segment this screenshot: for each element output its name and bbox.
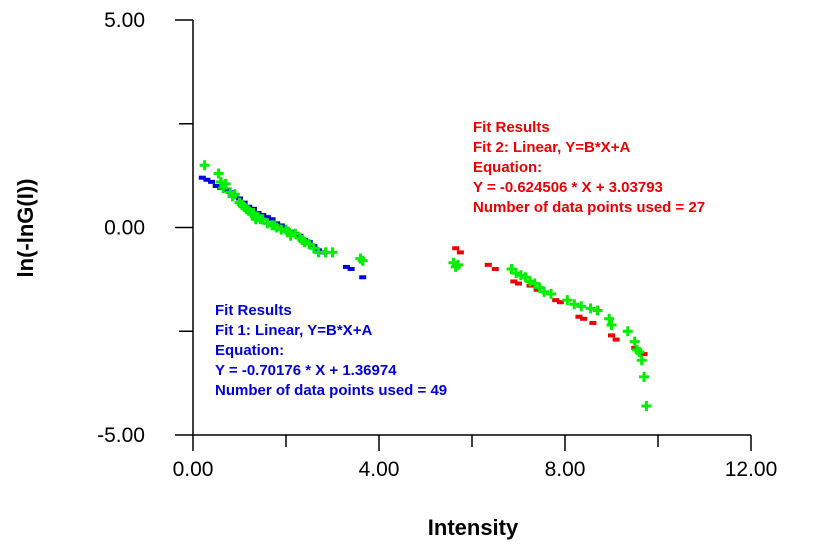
- data-point-fit1: [347, 267, 355, 271]
- fit1-line: Fit 1: Linear, Y=B*X+A: [215, 322, 372, 339]
- x-axis-title: Intensity: [428, 515, 519, 540]
- data-point-fit2: [510, 279, 518, 284]
- data-point-measured: [636, 355, 647, 366]
- data-point-measured: [592, 305, 603, 316]
- data-point-fit1: [198, 175, 206, 180]
- data-point-measured: [629, 336, 640, 347]
- data-point-fit1: [359, 275, 367, 280]
- data-point-fit2: [452, 246, 460, 251]
- data-point-fit2: [491, 267, 499, 271]
- fit1-line: Y = -0.70176 * X + 1.36974: [215, 362, 397, 379]
- data-point-measured: [576, 301, 587, 312]
- y-tick-label: 0.00: [104, 217, 145, 240]
- data-point-fit2: [589, 320, 597, 325]
- data-point-fit2: [556, 300, 564, 305]
- data-point-fit2: [580, 316, 588, 321]
- x-tick-label: 0.00: [173, 458, 214, 481]
- data-point-fit2: [484, 262, 492, 267]
- data-point-measured: [604, 313, 615, 324]
- data-point-measured: [606, 320, 617, 331]
- fit1-line: Number of data points used = 49: [215, 382, 447, 399]
- data-point-measured: [622, 326, 633, 337]
- data-point-measured: [213, 168, 224, 179]
- data-point-measured: [229, 189, 240, 200]
- fit2-line: Equation:: [473, 159, 542, 176]
- data-point-measured: [641, 400, 652, 411]
- fit1-line: Equation:: [215, 342, 284, 359]
- fit2-annotation: Fit Results Fit 2: Linear, Y=B*X+A Equat…: [473, 119, 705, 216]
- data-point-fit1: [268, 217, 276, 222]
- data-point-measured: [569, 299, 580, 310]
- data-point-fit2: [608, 333, 615, 338]
- data-point-fit1: [342, 264, 350, 269]
- fit-annotations: Fit Results Fit 2: Linear, Y=B*X+A Equat…: [215, 119, 705, 399]
- fit1-line: Fit Results: [215, 302, 292, 319]
- data-point-measured: [562, 295, 573, 306]
- y-tick-label: -5.00: [97, 424, 145, 447]
- data-point-fit2: [552, 298, 560, 303]
- data-point-fit1: [203, 177, 211, 182]
- data-point-fit1: [263, 215, 271, 220]
- data-point-measured: [357, 255, 368, 266]
- data-point-measured: [199, 160, 210, 171]
- data-point-measured: [539, 286, 550, 297]
- data-point-fit1: [222, 188, 230, 193]
- fit2-line: Fit Results: [473, 119, 550, 136]
- data-point-measured: [546, 288, 557, 299]
- data-point-measured: [634, 347, 645, 357]
- fit2-line: Fit 2: Linear, Y=B*X+A: [473, 139, 630, 156]
- x-tick-label: 8.00: [545, 458, 586, 481]
- data-point-fit2: [612, 337, 620, 342]
- data-point-fit2: [456, 250, 464, 255]
- x-tick-label: 12.00: [725, 458, 778, 481]
- data-point-fit2: [515, 281, 522, 286]
- data-point-fit1: [208, 179, 216, 184]
- data-points: [198, 160, 652, 411]
- fit1-annotation: Fit Results Fit 1: Linear, Y=B*X+A Equat…: [215, 302, 447, 399]
- fit2-line: Number of data points used = 27: [473, 199, 705, 216]
- y-axis-title: ln(-lnG(I)): [13, 179, 38, 278]
- data-point-measured: [585, 303, 596, 314]
- ticks: 0.00 4.00 8.00 12.00 -5.00 0.00 5.00: [97, 9, 777, 481]
- data-point-fit2: [640, 352, 648, 357]
- data-point-fit1: [212, 184, 220, 188]
- data-point-measured: [327, 247, 338, 258]
- data-point-fit2: [575, 314, 583, 319]
- data-point-measured: [220, 178, 231, 189]
- data-point-fit2: [533, 287, 541, 292]
- data-point-measured: [639, 371, 650, 382]
- data-point-measured: [453, 259, 464, 270]
- y-tick-label: 5.00: [104, 9, 145, 32]
- fit2-line: Y = -0.624506 * X + 3.03793: [473, 179, 663, 196]
- x-tick-label: 4.00: [359, 458, 400, 481]
- data-point-fit2: [631, 345, 639, 350]
